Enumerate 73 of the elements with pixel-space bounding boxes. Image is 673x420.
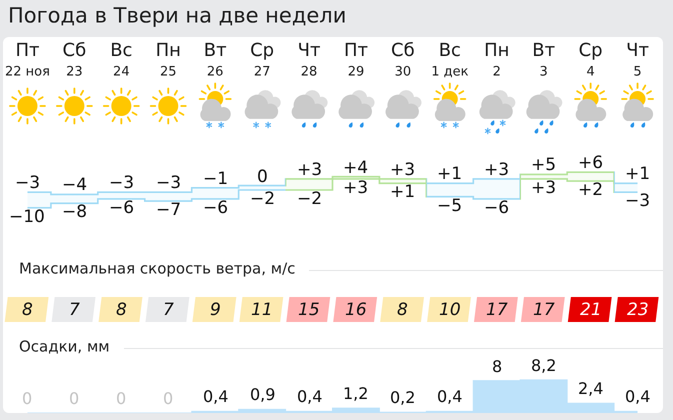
data-label: +1 <box>437 164 462 184</box>
data-label: 10 <box>439 300 461 320</box>
data-label: 2,4 <box>578 379 604 398</box>
data-label: +3 <box>484 160 510 180</box>
data-label: −3 <box>625 191 650 211</box>
data-label: 7 <box>163 300 174 320</box>
data-label: +1 <box>390 182 416 202</box>
data-label: −3 <box>15 173 40 193</box>
data-label: 0 <box>257 167 268 187</box>
data-label: 21 <box>580 300 602 320</box>
data-label: 0 <box>163 389 174 408</box>
data-label: +6 <box>578 153 604 173</box>
data-label: 8,2 <box>531 356 556 375</box>
x-tick-label: Чт 28 <box>298 40 320 80</box>
data-label: 15 <box>298 300 320 320</box>
data-label: 0 <box>69 389 80 408</box>
chart-title: Погода в Твери на две недели <box>8 3 346 28</box>
data-label: 8 <box>397 300 408 320</box>
data-label: −2 <box>250 189 276 209</box>
data-label: −6 <box>484 198 510 218</box>
data-label: +3 <box>343 178 368 198</box>
data-label: 16 <box>345 300 367 320</box>
data-label: −3 <box>156 173 182 193</box>
data-label: −3 <box>109 173 134 193</box>
data-label: 17 <box>486 300 508 320</box>
x-tick-label: Пт 22 ноя <box>4 40 50 80</box>
data-label: −5 <box>437 196 462 216</box>
data-label: 11 <box>251 300 273 320</box>
data-label: −6 <box>203 198 228 218</box>
data-label: 0 <box>116 389 126 408</box>
data-label: 8 <box>22 300 33 320</box>
data-label: 23 <box>627 300 649 320</box>
data-label: −1 <box>203 169 228 189</box>
x-tick-label: Ср 4 <box>578 40 603 80</box>
x-tick-label: Вт 26 <box>204 40 227 80</box>
data-label: 1,2 <box>343 384 368 403</box>
data-label: +4 <box>343 158 368 178</box>
data-label: +3 <box>390 160 416 180</box>
data-label: −4 <box>62 175 88 195</box>
data-label: −2 <box>297 189 322 209</box>
x-tick-label: Сб 30 <box>391 40 415 80</box>
data-label: 9 <box>210 300 221 320</box>
data-label: +2 <box>578 180 604 200</box>
data-label: 8 <box>492 357 502 376</box>
data-label: −7 <box>156 200 182 220</box>
x-tick-label: Пн 25 <box>156 40 181 80</box>
x-tick-label: Пн 2 <box>484 40 510 80</box>
data-label: 0,4 <box>437 387 462 406</box>
x-tick-label: Пт 29 <box>344 40 368 80</box>
data-label: +3 <box>297 160 322 180</box>
data-label: 0,9 <box>250 385 276 404</box>
x-tick-label: Вт 3 <box>532 40 556 80</box>
chart-title: Максимальная скорость ветра, м/с <box>19 259 296 278</box>
data-label: +1 <box>625 164 650 184</box>
data-label: −8 <box>62 202 88 222</box>
chart-title: Осадки, мм <box>19 337 110 356</box>
data-label: 0,4 <box>625 387 650 406</box>
data-label: −6 <box>109 198 134 218</box>
data-label: +3 <box>531 178 556 198</box>
data-label: −10 <box>9 207 45 227</box>
x-tick-label: Вс 24 <box>110 40 132 80</box>
data-label: 17 <box>533 300 555 320</box>
data-label: +5 <box>531 155 556 175</box>
x-tick-label: Вс 1 дек <box>431 40 469 80</box>
x-tick-label: Ср 27 <box>250 40 274 80</box>
data-label: 0,4 <box>203 387 228 406</box>
data-label: 0 <box>22 389 32 408</box>
x-tick-label: Сб 23 <box>62 40 86 80</box>
data-label: 7 <box>69 300 80 320</box>
data-label: 0,2 <box>390 388 416 407</box>
x-tick-label: Чт 5 <box>626 40 649 80</box>
data-label: 8 <box>116 300 127 320</box>
data-label: 0,4 <box>297 387 322 406</box>
